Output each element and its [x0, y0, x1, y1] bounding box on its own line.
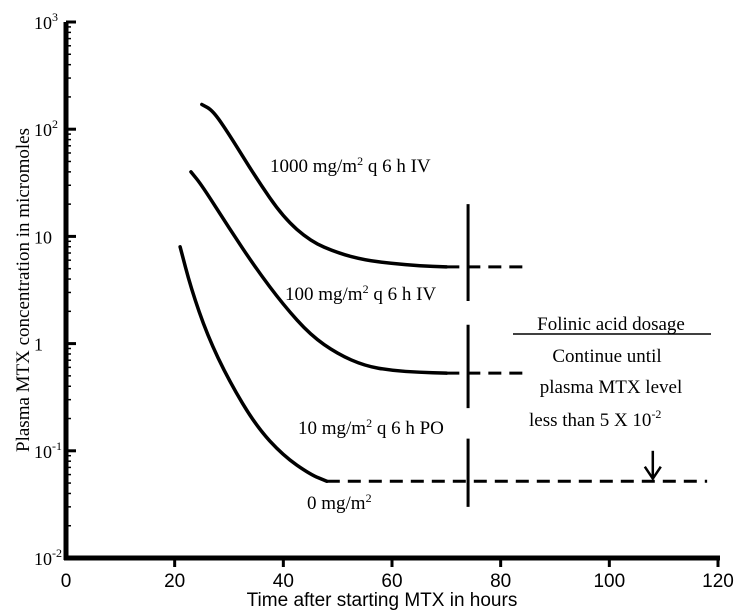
x-tick-label: 60 — [381, 571, 402, 592]
x-tick-label: 40 — [273, 571, 294, 592]
series-4-label: 0 mg/m2 — [307, 491, 372, 514]
x-axis-label: Time after starting MTX in hours — [247, 590, 518, 611]
x-tick-label: 20 — [164, 571, 185, 592]
folinic-arrow-head — [643, 465, 662, 481]
series-labels: 1000 mg/m2 q 6 h IV 100 mg/m2 q 6 h IV 10 … — [270, 154, 444, 514]
y-tick-label: 10-2 — [34, 546, 62, 569]
series-1-curve — [200, 102, 449, 269]
series-2-label: 100 mg/m2 q 6 h IV — [285, 282, 436, 305]
y-axis-label: Plasma MTX concentration in micromoles — [13, 128, 34, 452]
series-3-curve — [178, 245, 329, 483]
y-tick-label: 10-1 — [34, 439, 62, 462]
y-tick-label: 103 — [34, 10, 58, 33]
folinic-line3: less than 5 X 10-2 — [529, 407, 661, 431]
x-tick-label: 120 — [702, 571, 734, 592]
series-1-label: 1000 mg/m2 q 6 h IV — [270, 154, 431, 177]
folinic-title: Folinic acid dosage — [537, 314, 685, 335]
x-tick-label: 0 — [61, 571, 72, 592]
annotations: Folinic acid dosage Continue until plasm… — [513, 314, 711, 481]
y-tick-label: 1 — [34, 335, 43, 355]
folinic-line2: plasma MTX level — [540, 377, 682, 398]
series-group — [178, 102, 708, 483]
series-2-curve — [189, 170, 449, 375]
series-3-label: 10 mg/m2 q 6 h PO — [298, 416, 444, 439]
x-tick-label: 80 — [490, 571, 511, 592]
folinic-line1: Continue until — [552, 346, 661, 367]
y-tick-label: 10 — [34, 227, 52, 247]
tick-marks — [66, 20, 720, 567]
y-tick-label: 102 — [34, 117, 58, 140]
x-tick-label: 100 — [593, 571, 625, 592]
